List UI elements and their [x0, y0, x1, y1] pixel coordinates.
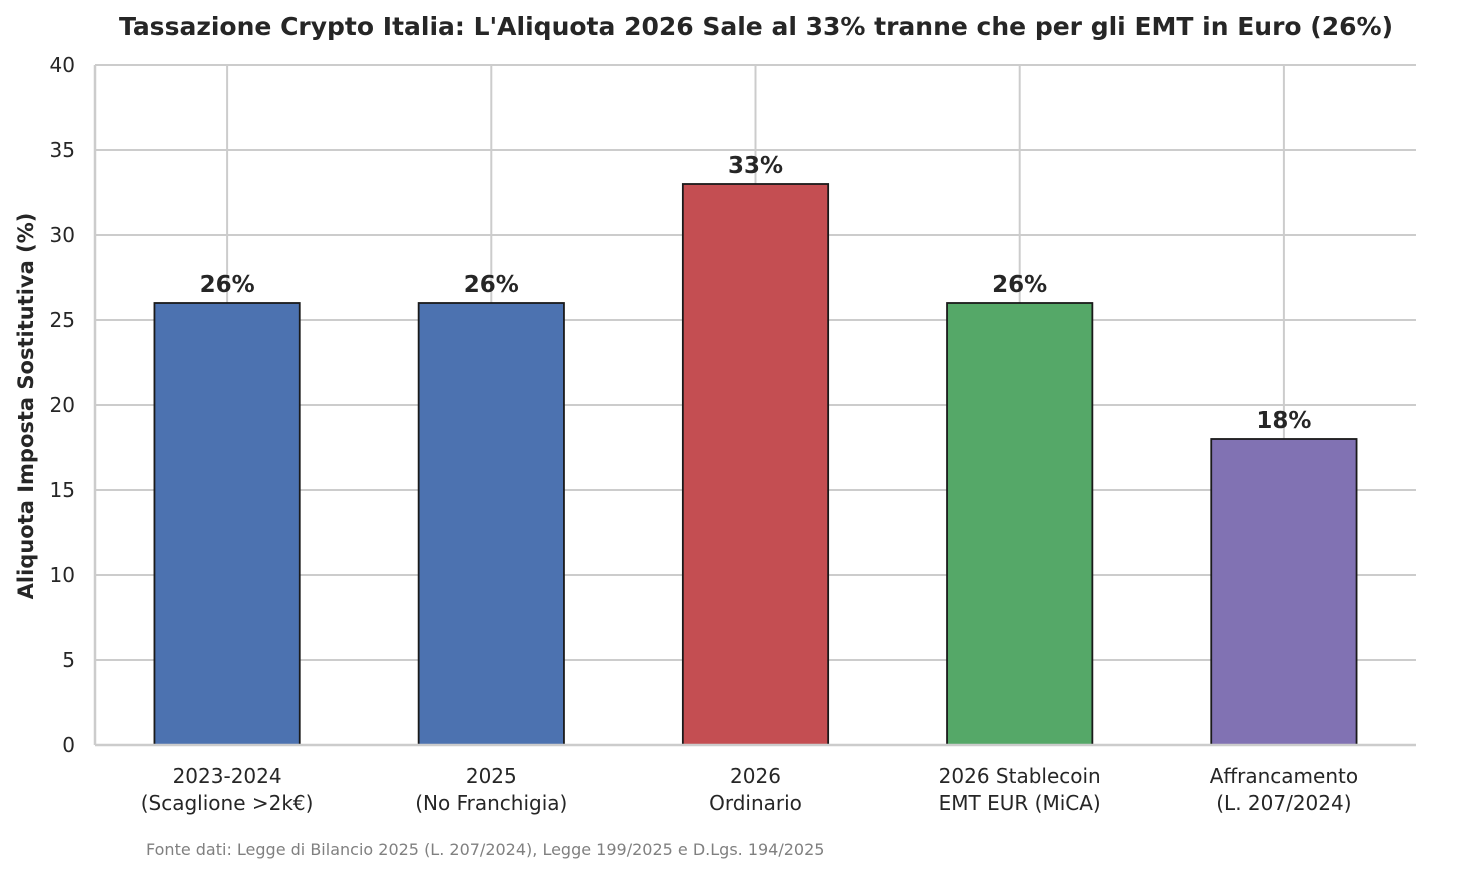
- y-tick-label: 10: [50, 563, 75, 587]
- bars: [153, 183, 1358, 746]
- y-tick-label: 20: [50, 393, 75, 417]
- x-tick-label: Affrancamento (L. 207/2024): [1210, 764, 1358, 815]
- x-tick-label: 2026 Ordinario: [709, 764, 802, 815]
- bar: [1210, 438, 1358, 746]
- bar: [946, 302, 1094, 746]
- y-tick-label: 0: [62, 733, 75, 757]
- data-labels: 26% 26% 33% 26% 18%: [200, 153, 1312, 434]
- x-tick-label-line: (No Franchigia): [415, 791, 567, 815]
- x-tick-label-line: 2026 Stablecoin: [939, 764, 1101, 788]
- axes: [93, 65, 1416, 747]
- y-tick-label: 15: [50, 478, 75, 502]
- bar-data-label: 18%: [1256, 408, 1311, 434]
- bar-data-label: 33%: [728, 153, 783, 179]
- x-tick-label-line: 2025: [466, 764, 517, 788]
- y-tick-label: 40: [50, 53, 75, 77]
- x-tick-label-line: EMT EUR (MiCA): [939, 791, 1101, 815]
- bar: [681, 183, 830, 746]
- x-tick-label-line: 2026: [730, 764, 781, 788]
- x-tick-label-line: Affrancamento: [1210, 764, 1358, 788]
- x-tick-label: 2025 (No Franchigia): [415, 764, 567, 815]
- y-axis-label: Aliquota Imposta Sostitutiva (%): [14, 213, 38, 600]
- x-tick-label-line: Ordinario: [709, 791, 802, 815]
- x-tick-label-line: (Scaglione >2k€): [141, 791, 314, 815]
- bar-data-label: 26%: [464, 272, 519, 298]
- bar-data-label: 26%: [992, 272, 1047, 298]
- x-tick-label-line: 2023-2024: [173, 764, 282, 788]
- bar-data-label: 26%: [200, 272, 255, 298]
- source-note: Fonte dati: Legge di Bilancio 2025 (L. 2…: [146, 840, 824, 859]
- x-tick-label: 2023-2024 (Scaglione >2k€): [141, 764, 314, 815]
- x-tick-label-line: (L. 207/2024): [1216, 791, 1351, 815]
- bar: [153, 302, 301, 746]
- y-tick-label: 35: [50, 138, 75, 162]
- y-tick-label: 5: [62, 648, 75, 672]
- chart-title: Tassazione Crypto Italia: L'Aliquota 202…: [119, 12, 1393, 41]
- x-tick-label: 2026 Stablecoin EMT EUR (MiCA): [939, 764, 1101, 815]
- bar: [417, 302, 565, 746]
- y-tick-label: 30: [50, 223, 75, 247]
- y-tick-label: 25: [50, 308, 75, 332]
